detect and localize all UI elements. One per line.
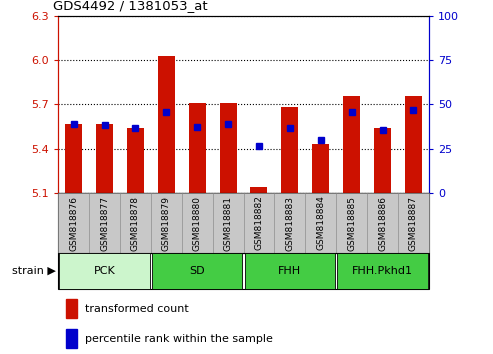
Text: SD: SD [189, 266, 205, 276]
Bar [65, 124, 82, 193]
Bar [374, 128, 391, 193]
Bar [58, 193, 89, 253]
Text: GSM818880: GSM818880 [193, 195, 202, 251]
Bar [89, 193, 120, 253]
Text: GSM818884: GSM818884 [317, 195, 325, 251]
Text: transformed count: transformed count [85, 304, 189, 314]
Bar [250, 187, 268, 193]
Bar [405, 96, 422, 193]
Bar [275, 193, 305, 253]
Bar [120, 193, 151, 253]
Bar [367, 193, 398, 253]
Text: GDS4492 / 1381053_at: GDS4492 / 1381053_at [53, 0, 208, 12]
Text: FHH: FHH [279, 266, 301, 276]
Bar [219, 103, 237, 193]
Text: GSM818883: GSM818883 [285, 195, 294, 251]
Text: PCK: PCK [94, 266, 115, 276]
Text: GSM818879: GSM818879 [162, 195, 171, 251]
Bar [244, 193, 275, 253]
Bar [66, 299, 77, 318]
Text: GSM818886: GSM818886 [378, 195, 387, 251]
Text: GSM818882: GSM818882 [254, 195, 263, 251]
Bar [66, 329, 77, 348]
Bar [96, 124, 113, 193]
Bar [182, 193, 212, 253]
Bar [189, 103, 206, 193]
Bar [343, 96, 360, 193]
Bar [305, 193, 336, 253]
Text: GSM818876: GSM818876 [69, 195, 78, 251]
Bar [338, 253, 427, 289]
Bar [282, 107, 298, 193]
Text: GSM818881: GSM818881 [224, 195, 233, 251]
Text: FHH.Pkhd1: FHH.Pkhd1 [352, 266, 413, 276]
Text: GSM818877: GSM818877 [100, 195, 109, 251]
Bar [336, 193, 367, 253]
Text: strain ▶: strain ▶ [12, 266, 56, 276]
Text: GSM818887: GSM818887 [409, 195, 418, 251]
Bar [212, 193, 244, 253]
Bar [398, 193, 429, 253]
Text: percentile rank within the sample: percentile rank within the sample [85, 333, 273, 343]
Bar [245, 253, 335, 289]
Text: GSM818878: GSM818878 [131, 195, 140, 251]
Bar [60, 253, 149, 289]
Bar [158, 56, 175, 193]
Bar [152, 253, 242, 289]
Bar [127, 128, 144, 193]
Text: GSM818885: GSM818885 [347, 195, 356, 251]
Bar [151, 193, 182, 253]
Bar [312, 144, 329, 193]
